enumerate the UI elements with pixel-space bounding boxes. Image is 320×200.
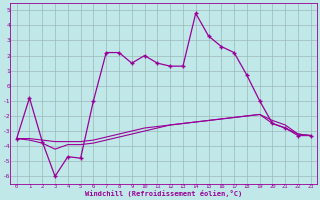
X-axis label: Windchill (Refroidissement éolien,°C): Windchill (Refroidissement éolien,°C) xyxy=(85,190,242,197)
